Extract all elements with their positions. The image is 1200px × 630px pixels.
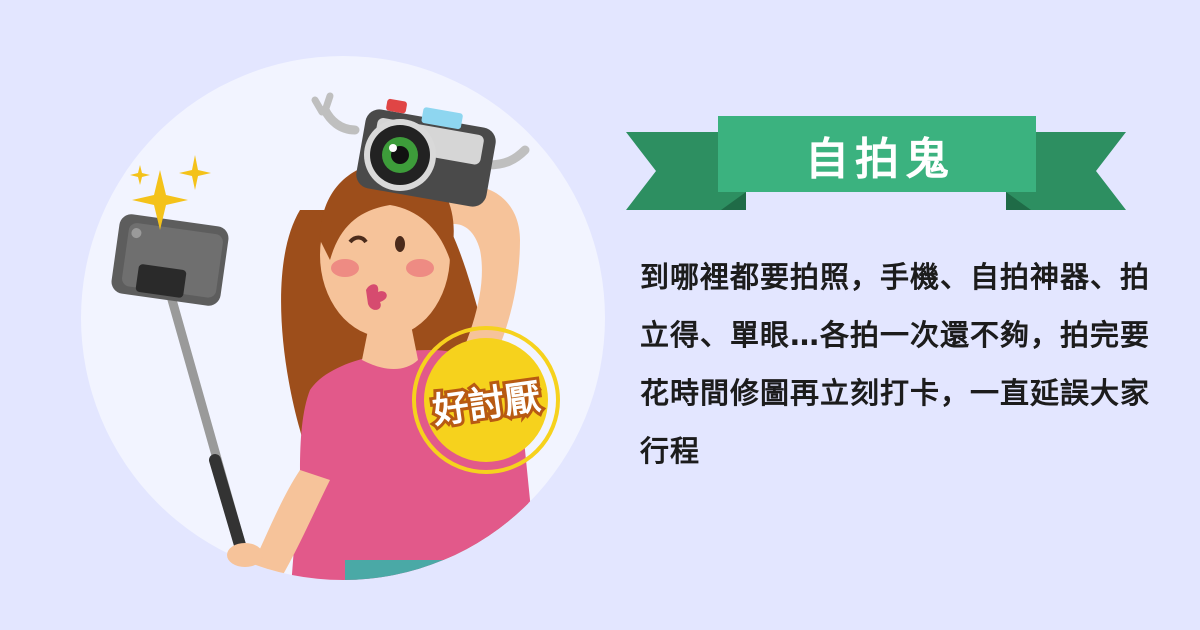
- camera-icon: [311, 92, 530, 207]
- sparkle-icon: [179, 155, 211, 190]
- kiss-lips: [366, 284, 387, 310]
- description-text: 到哪裡都要拍照，手機、自拍神器、拍立得、單眼…各拍一次還不夠，拍完要花時間修圖再…: [640, 260, 1151, 468]
- sparkle-icon: [130, 165, 150, 185]
- selfie-stick-phone-icon: [111, 214, 229, 306]
- selfie-illustration: 好討厭: [81, 56, 605, 580]
- title-ribbon: [626, 116, 1126, 210]
- badge: 好討厭: [412, 326, 560, 474]
- page-title: 自拍鬼: [805, 134, 955, 185]
- sparkle-icon: [132, 170, 188, 230]
